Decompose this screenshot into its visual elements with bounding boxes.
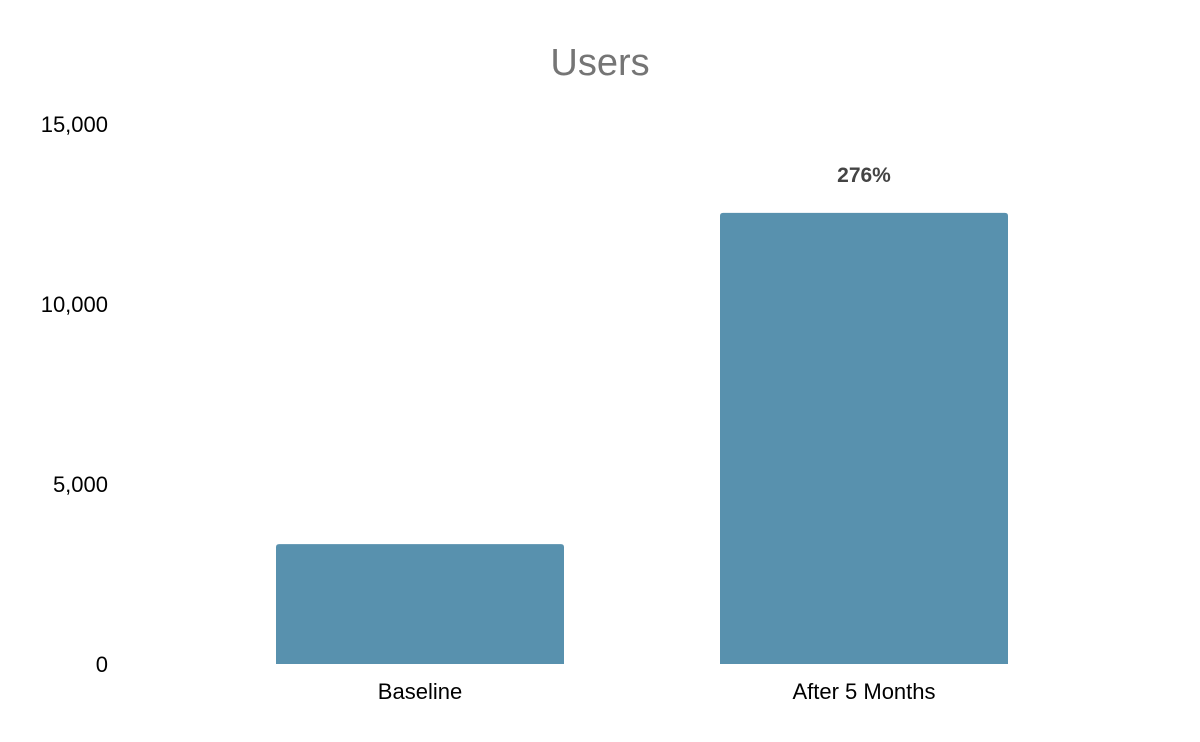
bar-after-5-months	[720, 212, 1008, 665]
x-axis: Baseline After 5 Months	[378, 679, 936, 704]
y-axis: 0 5,000 10,000 15,000	[41, 112, 108, 677]
y-tick-label: 10,000	[41, 292, 108, 317]
y-tick-label: 5,000	[53, 472, 108, 497]
chart-title: Users	[550, 42, 649, 84]
x-tick-label: Baseline	[378, 679, 462, 704]
y-tick-label: 0	[96, 652, 108, 677]
x-tick-label: After 5 Months	[792, 679, 935, 704]
bars	[276, 212, 1008, 665]
data-label: 276%	[837, 164, 891, 187]
data-labels: 276%	[837, 164, 891, 187]
bar-baseline	[276, 544, 564, 664]
y-tick-label: 15,000	[41, 112, 108, 137]
